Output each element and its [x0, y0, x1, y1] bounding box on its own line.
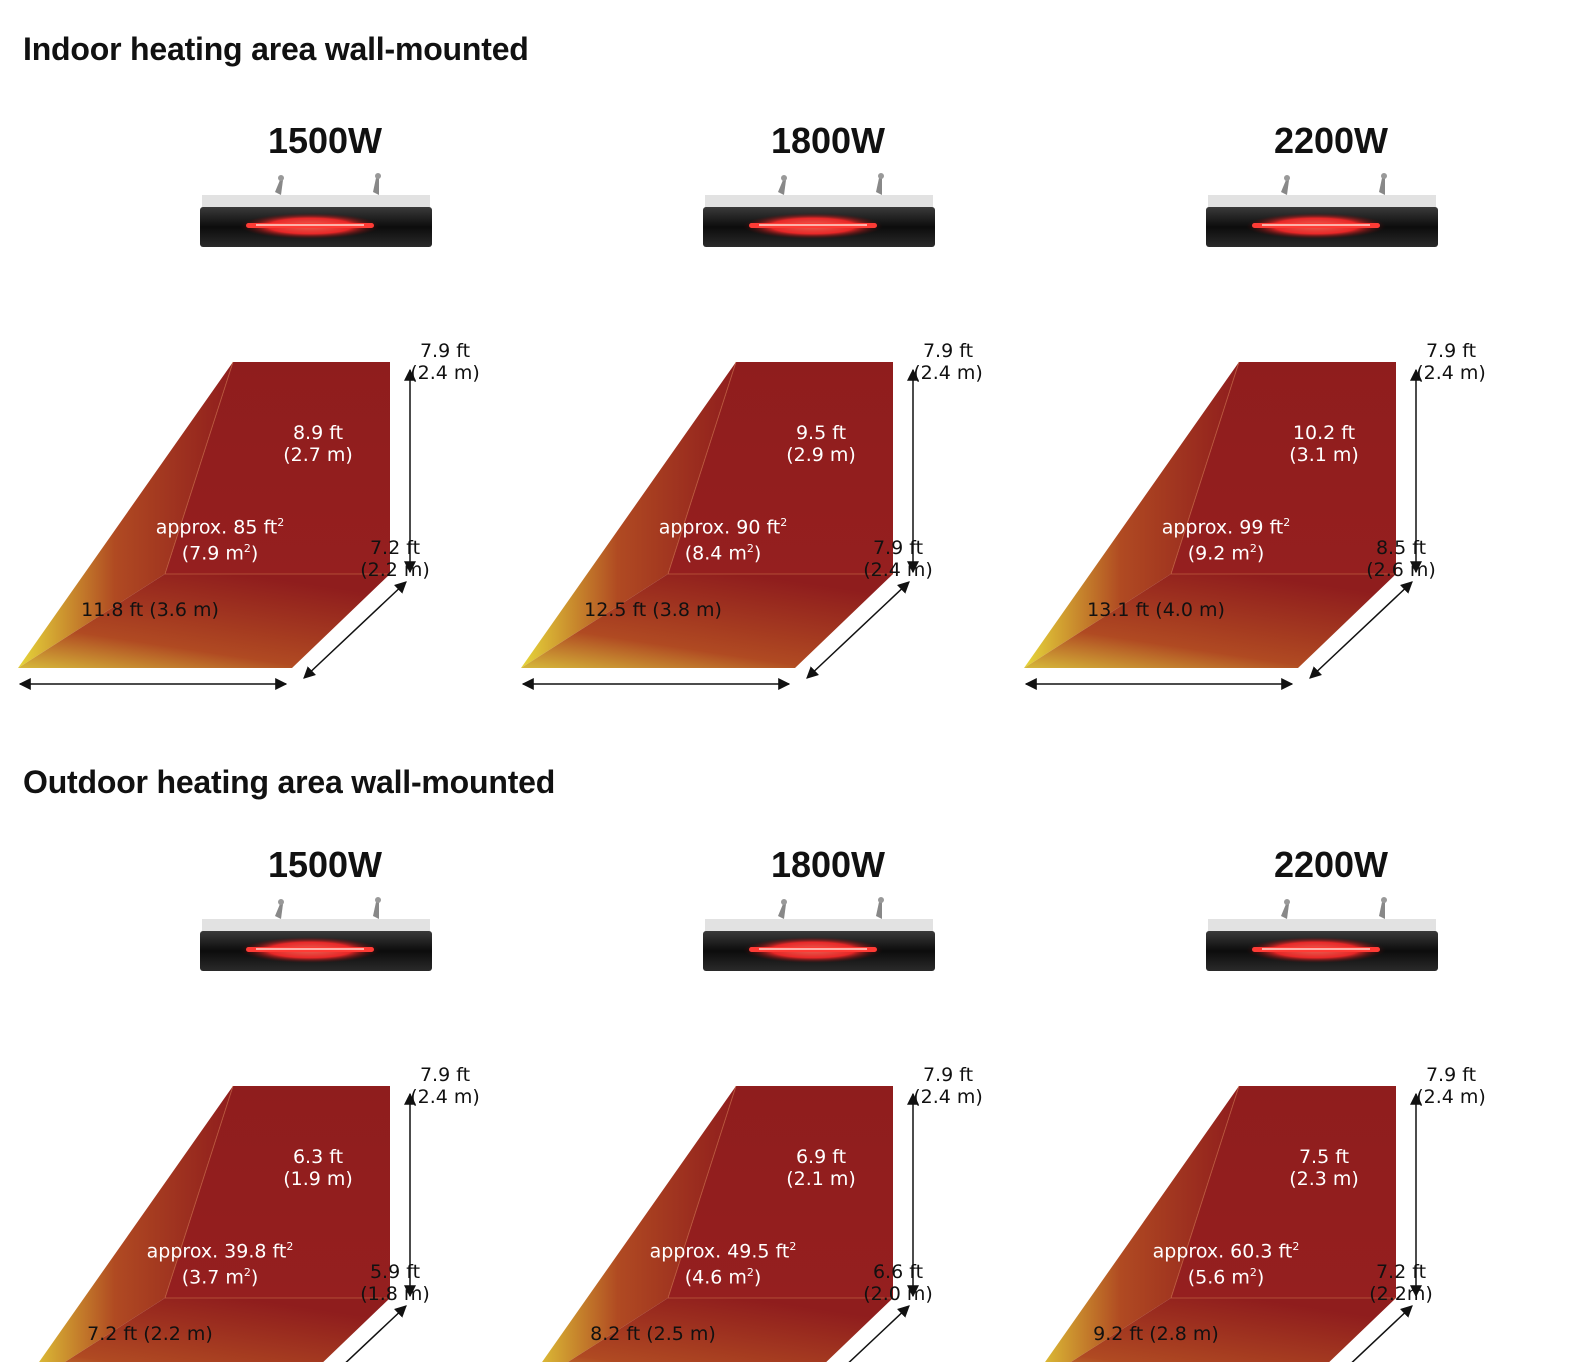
side-face — [39, 1086, 233, 1362]
right-width-label: 7.9 ft (2.4 m) — [863, 537, 933, 581]
height-label: 7.9 ft (2.4 m) — [410, 340, 480, 384]
heater-icon — [200, 173, 432, 247]
right-width-label: 8.5 ft (2.6 m) — [1366, 537, 1436, 581]
bottom-width-label: 13.1 ft (4.0 m) — [1087, 599, 1225, 621]
area-label: approx. 90 ft2 (8.4 m2) — [658, 516, 788, 565]
bottom-width-label: 12.5 ft (3.8 m) — [584, 599, 722, 621]
section-title-indoor: Indoor heating area wall-mounted — [23, 31, 529, 67]
right-width-label: 5.9 ft (1.8 m) — [360, 1261, 430, 1305]
heater-icon — [703, 897, 935, 971]
right-width-arrow — [303, 581, 407, 679]
wattage-label: 2200W — [1273, 120, 1389, 161]
heater-cell: 1500W — [0, 844, 500, 1362]
heater-icon — [1206, 173, 1438, 247]
right-width-arrow — [303, 1305, 407, 1362]
right-width-label: 6.6 ft (2.0 m) — [863, 1261, 933, 1305]
side-face — [521, 362, 736, 668]
height-label: 7.9 ft (2.4 m) — [1416, 340, 1486, 384]
back-wall-face — [668, 1086, 893, 1298]
right-width-arrow — [806, 581, 910, 679]
area-label: approx. 99 ft2 (9.2 m2) — [1161, 516, 1291, 565]
heating-area-diagram — [1024, 361, 1422, 690]
heater-cell: 2200W — [1006, 120, 1506, 690]
area-label: approx. 60.3 ft2 (5.6 m2) — [1152, 1240, 1300, 1289]
depth-label: 7.5 ft (2.3 m) — [1289, 1146, 1359, 1190]
area-label: approx. 39.8 ft2 (3.7 m2) — [146, 1240, 294, 1289]
heater-icon — [1206, 897, 1438, 971]
right-width-label: 7.2 ft (2.2m) — [1369, 1261, 1433, 1305]
height-label: 7.9 ft (2.4 m) — [913, 340, 983, 384]
heater-cell: 1500W — [0, 120, 500, 690]
area-label: approx. 85 ft2 (7.9 m2) — [155, 516, 285, 565]
back-wall-face — [668, 362, 893, 574]
bottom-width-label: 9.2 ft (2.8 m) — [1093, 1323, 1219, 1345]
bottom-width-label: 7.2 ft (2.2 m) — [87, 1323, 213, 1345]
height-label: 7.9 ft (2.4 m) — [1416, 1064, 1486, 1108]
wattage-label: 1800W — [770, 120, 886, 161]
right-width-arrow — [1309, 1305, 1413, 1362]
wattage-label: 2200W — [1273, 844, 1389, 885]
bottom-width-label: 11.8 ft (3.6 m) — [81, 599, 219, 621]
back-wall-face — [1171, 1086, 1396, 1298]
depth-label: 10.2 ft (3.1 m) — [1289, 422, 1359, 466]
right-width-arrow — [806, 1305, 910, 1362]
heating-area-diagram — [39, 1085, 416, 1362]
height-label: 7.9 ft (2.4 m) — [913, 1064, 983, 1108]
heater-cell: 1800W — [503, 120, 1003, 690]
back-wall-face — [165, 1086, 390, 1298]
depth-label: 8.9 ft (2.7 m) — [283, 422, 353, 466]
wattage-label: 1500W — [267, 120, 383, 161]
bottom-width-label: 8.2 ft (2.5 m) — [590, 1323, 716, 1345]
heater-icon — [200, 897, 432, 971]
side-face — [18, 362, 233, 668]
heater-cell: 1800W — [503, 844, 1003, 1362]
back-wall-face — [165, 362, 390, 574]
floor-face — [1024, 574, 1396, 668]
heating-area-diagram — [18, 361, 416, 690]
side-face — [1024, 362, 1239, 668]
depth-label: 6.3 ft (1.9 m) — [283, 1146, 353, 1190]
section-title-outdoor: Outdoor heating area wall-mounted — [23, 764, 556, 800]
height-label: 7.9 ft (2.4 m) — [410, 1064, 480, 1108]
floor-face — [521, 574, 893, 668]
heater-icon — [703, 173, 935, 247]
right-width-label: 7.2 ft (2.2 m) — [360, 537, 430, 581]
depth-label: 9.5 ft (2.9 m) — [786, 422, 856, 466]
floor-face — [18, 574, 390, 668]
heater-cell: 2200W — [1006, 844, 1506, 1362]
right-width-arrow — [1309, 581, 1413, 679]
area-label: approx. 49.5 ft2 (4.6 m2) — [649, 1240, 797, 1289]
wattage-label: 1500W — [267, 844, 383, 885]
heating-area-diagram — [1045, 1085, 1422, 1362]
wattage-label: 1800W — [770, 844, 886, 885]
heating-area-diagram — [521, 361, 919, 690]
depth-label: 6.9 ft (2.1 m) — [786, 1146, 856, 1190]
heating-area-diagram — [542, 1085, 919, 1362]
back-wall-face — [1171, 362, 1396, 574]
